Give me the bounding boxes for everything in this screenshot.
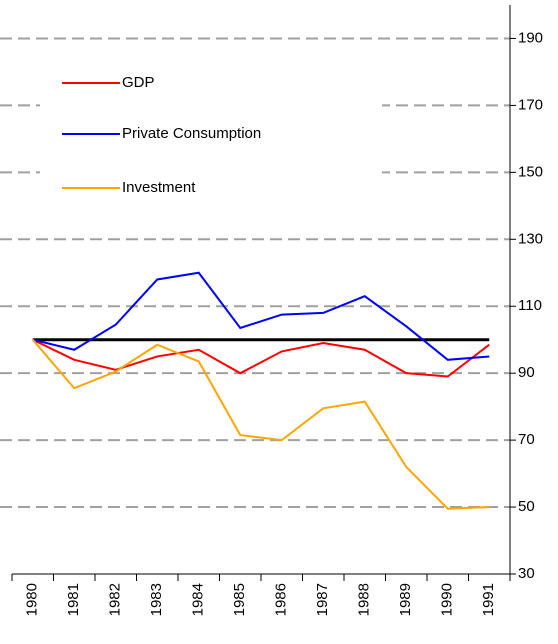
- y-tick-label: 190: [518, 29, 543, 46]
- x-tick-label: 1984: [190, 583, 207, 616]
- x-tick-label: 1989: [397, 583, 414, 616]
- x-tick-label: 1991: [480, 583, 497, 616]
- series-line: [31, 339, 490, 510]
- x-tick-label: 1982: [107, 583, 124, 616]
- series-line: [32, 271, 490, 361]
- y-tick-label: 110: [518, 297, 542, 314]
- x-tick-label: 1985: [231, 583, 248, 616]
- legend-label: Investment: [122, 179, 196, 196]
- x-tick-label: 1986: [273, 583, 290, 616]
- x-tick-label: 1980: [24, 583, 41, 616]
- x-tick-label: 1983: [148, 583, 165, 616]
- x-tick-label: 1987: [314, 583, 331, 616]
- y-tick-label: 70: [518, 431, 535, 448]
- y-tick-label: 170: [518, 96, 543, 113]
- legend-label: GDP: [122, 74, 155, 91]
- x-tick-label: 1988: [356, 583, 373, 616]
- y-tick-label: 150: [518, 163, 543, 180]
- x-tick-label: 1990: [439, 583, 456, 616]
- series-line: [32, 338, 490, 378]
- legend-label: Private Consumption: [122, 125, 261, 142]
- y-tick-label: 130: [518, 230, 543, 247]
- y-tick-label: 30: [518, 565, 535, 582]
- y-tick-label: 90: [518, 364, 535, 381]
- x-tick-label: 1981: [65, 583, 82, 616]
- y-tick-label: 50: [518, 498, 535, 515]
